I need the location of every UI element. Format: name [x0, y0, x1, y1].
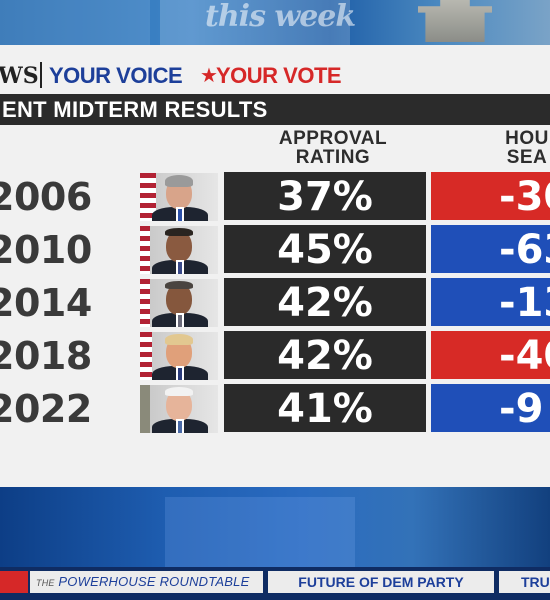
ticker-accent	[0, 571, 28, 593]
network-logo: WS	[0, 63, 39, 89]
this-week-logo: this week	[205, 0, 356, 34]
title-bar: ENT MIDTERM RESULTS	[0, 94, 550, 125]
house-header-line1: HOU	[505, 128, 549, 149]
row-year: 2014	[0, 281, 92, 325]
ticker-item-future: FUTURE OF DEM PARTY	[268, 571, 494, 593]
result-row-2010: 2010 45% -63	[0, 225, 550, 277]
approval-rating-value: 41%	[224, 384, 426, 432]
result-row-2022: 2022 41% -9	[0, 384, 550, 436]
flag-image	[140, 332, 152, 380]
house-seats-cell: -30	[431, 172, 550, 220]
approval-header-line1: APPROVAL	[278, 128, 388, 149]
house-seats-cell: -63	[431, 225, 550, 273]
row-year: 2010	[0, 228, 92, 272]
president-portrait-image	[140, 385, 218, 433]
flag-image	[140, 226, 150, 274]
star-icon: ★	[200, 63, 218, 87]
house-seats-cell: -13	[431, 278, 550, 326]
approval-rating-value: 42%	[224, 331, 426, 379]
house-seats-value: -40	[499, 333, 550, 379]
house-seats-value: -63	[499, 227, 550, 273]
result-row-2018: 2018 42% -40	[0, 331, 550, 383]
slogan-your-vote: YOUR VOTE	[216, 63, 342, 88]
ticker-item-prefix: THE	[36, 578, 55, 588]
approval-rating-header: APPROVAL RATING	[258, 129, 408, 167]
ticker-item-roundtable: THE POWERHOUSE ROUNDTABLE	[30, 571, 263, 593]
studio-panel	[0, 0, 150, 45]
house-seats-value: -30	[499, 174, 550, 220]
house-seats-header: HOU SEA	[472, 129, 550, 167]
result-row-2006: 2006 37% -30	[0, 172, 550, 224]
approval-rating-value: 42%	[224, 278, 426, 326]
approval-rating-value: 37%	[224, 172, 426, 220]
president-portrait-image	[140, 226, 218, 274]
news-ticker: THE POWERHOUSE ROUNDTABLE FUTURE OF DEM …	[0, 567, 550, 600]
seal-image	[140, 385, 150, 433]
flag-image	[140, 279, 150, 327]
house-seats-value: -9	[499, 386, 544, 432]
house-seats-cell: -40	[431, 331, 550, 379]
approval-header-line2: RATING	[295, 147, 371, 168]
president-portrait-image	[140, 279, 218, 327]
brand-divider	[40, 62, 42, 88]
ticker-item-label: POWERHOUSE ROUNDTABLE	[58, 574, 250, 589]
row-year: 2022	[0, 387, 92, 431]
house-header-line2: SEA	[506, 147, 548, 168]
house-seats-cell: -9	[431, 384, 550, 432]
result-row-2014: 2014 42% -13	[0, 278, 550, 330]
ticker-item-tru: TRU	[499, 571, 550, 593]
approval-rating-value: 45%	[224, 225, 426, 273]
studio-light	[165, 497, 355, 567]
studio-background-top: this week	[0, 0, 550, 45]
midterm-results-board: WS YOUR VOICE ★ YOUR VOTE ENT MIDTERM RE…	[0, 45, 550, 487]
president-portrait-image	[140, 332, 218, 380]
studio-screen	[160, 0, 350, 45]
capitol-tower-image	[418, 0, 492, 42]
house-seats-value: -13	[499, 280, 550, 326]
brand-header: WS YOUR VOICE ★ YOUR VOTE	[0, 59, 550, 93]
studio-background-bottom	[0, 487, 550, 567]
row-year: 2006	[0, 175, 92, 219]
president-portrait-image	[140, 173, 218, 221]
flag-image	[140, 173, 156, 221]
slogan-your-voice: YOUR VOICE	[49, 63, 183, 88]
row-year: 2018	[0, 334, 92, 378]
board-title: ENT MIDTERM RESULTS	[2, 97, 268, 122]
